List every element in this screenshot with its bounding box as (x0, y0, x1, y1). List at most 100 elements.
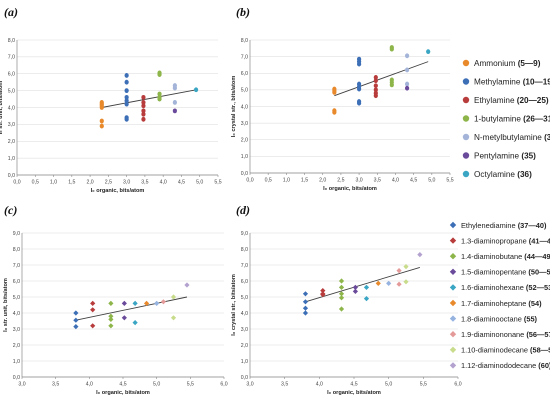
data-point-dad (170, 294, 177, 300)
data-point-meth (356, 61, 362, 67)
x-tick-label: 0,5 (265, 178, 272, 184)
data-point-dab (338, 278, 345, 284)
trendline (75, 296, 188, 321)
x-tick-label: 4,5 (350, 382, 357, 388)
data-point-eth (373, 83, 378, 89)
y-tick-label: 5,0 (13, 295, 20, 301)
legend-label: Methylamine (10—19) (474, 77, 550, 86)
x-tick-label: 5,0 (196, 180, 203, 186)
legend-label: Ethylamine (20—25) (474, 96, 549, 105)
y-tick-label: 1,0 (241, 154, 248, 160)
data-point-ethd (302, 299, 309, 305)
data-point-ethd (302, 305, 309, 311)
data-point-dab (108, 323, 114, 329)
legend-label: Ammonium (5—9) (474, 59, 541, 68)
x-tick-label: 5,5 (446, 178, 453, 184)
data-point-dab (108, 313, 114, 319)
y-tick-label: 7,0 (13, 263, 20, 269)
y-tick-label: 9,0 (241, 231, 248, 237)
y-tick-label: 6,0 (241, 279, 248, 285)
x-tick-label: 6,0 (220, 382, 227, 388)
data-point-eth (141, 111, 146, 117)
data-point-dad (403, 264, 409, 270)
legend-marker (449, 253, 457, 260)
data-point-dadd (184, 282, 190, 288)
data-point-ethd (73, 317, 79, 323)
data-point-ethd (73, 324, 79, 330)
x-tick-label: 2,5 (337, 178, 344, 184)
y-tick-label: 2,0 (241, 343, 248, 349)
chart-panel-d: (d) 0,0 1,0 2,0 3,0 4,0 5,0 6,0 7,0 8,0 9,0 3,0 3,5 4… (231, 203, 462, 396)
x-tick-label: 4,5 (119, 382, 126, 388)
data-point-ethd (302, 310, 309, 316)
data-point-dap (90, 300, 96, 306)
legend-item-dao: 1.8-diaminooctane (55) (449, 314, 538, 323)
data-point-pent (172, 108, 177, 114)
data-point-dah (363, 296, 370, 302)
data-point-eth (141, 108, 146, 114)
y-tick-label: 4,0 (241, 311, 248, 317)
x-axis-label: I₀ organic, bits/atom (96, 390, 150, 396)
data-point-amm (99, 123, 104, 129)
legend-item-oct: Octylamine (36) (462, 170, 532, 179)
y-axis-label: I₀ str. unit, bits/atom (3, 278, 9, 332)
legend-label: 1.9-diaminononane (56—57) (461, 330, 550, 339)
data-point-meth (356, 86, 362, 92)
legend-marker (462, 59, 470, 67)
y-tick-label: 0,0 (8, 173, 15, 179)
y-tick-label: 5,0 (8, 88, 15, 94)
data-point-dab (338, 284, 345, 290)
data-point-ethd (302, 291, 309, 297)
legend-marker (462, 170, 470, 178)
legend-amines: Ammonium (5—9) Methylamine (10—19) Ethylam… (462, 59, 550, 179)
data-point-amm (99, 118, 104, 124)
x-tick-label: 4,5 (178, 180, 185, 186)
y-tick-label: 5,0 (241, 295, 248, 301)
y-tick-label: 6,0 (8, 72, 15, 78)
x-tick-label: 3,5 (374, 178, 381, 184)
legend-item-dad: 1.10-diaminodecane (58—59) (449, 346, 550, 355)
data-point-oct (193, 87, 199, 93)
data-point-dab (108, 316, 114, 322)
y-tick-label: 8,0 (241, 38, 248, 44)
y-tick-label: 7,0 (8, 55, 15, 61)
x-tick-label: 5,5 (420, 382, 427, 388)
data-point-eth (141, 116, 146, 122)
data-point-amm (332, 109, 337, 115)
y-tick-label: 2,0 (8, 139, 15, 145)
x-tick-label: 0,0 (13, 180, 20, 186)
data-point-dap (90, 307, 96, 313)
data-point-dan (396, 268, 402, 274)
x-tick-label: 3,5 (281, 382, 288, 388)
y-tick-label: 9,0 (13, 231, 20, 237)
y-tick-label: 1,0 (13, 359, 20, 365)
y-axis-label: I₀ crystal str., bits/atom (231, 274, 237, 336)
trendline (334, 61, 429, 97)
data-point-dab (338, 306, 345, 312)
x-tick-label: 3,0 (246, 382, 253, 388)
y-tick-label: 0,0 (241, 171, 248, 177)
legend-label: 1.3-diaminopropane (41—43) (461, 236, 550, 245)
data-point-meth (124, 101, 129, 107)
data-point-dah (132, 300, 138, 306)
panel-label: (c) (4, 203, 17, 217)
data-point-nmb (404, 81, 410, 87)
y-tick-label: 0,0 (13, 375, 20, 381)
legend-item-eth: Ethylamine (20—25) (462, 96, 549, 105)
data-point-eth (141, 103, 146, 109)
legend-label: 1.10-diaminodecane (58—59) (461, 346, 550, 355)
data-point-pent (404, 85, 410, 91)
data-point-meth (124, 94, 129, 100)
chart-panel-a: (a) 0,0 1,0 2,0 3,0 4,0 5,0 6,0 7,0 8,0 0,0 0,5 1,0 1… (0, 5, 222, 194)
y-tick-label: 6,0 (241, 71, 248, 77)
y-axis-label: I₀ str. unit, bits/atom (0, 81, 4, 135)
legend-item-dap: 1.3-diaminopropane (41—43) (449, 236, 550, 245)
data-point-meth (124, 79, 129, 85)
y-tick-label: 4,0 (13, 311, 20, 317)
x-tick-label: 2,0 (86, 180, 93, 186)
data-point-eth (373, 78, 378, 84)
data-point-dao (386, 280, 392, 286)
data-point-eth (141, 100, 146, 105)
data-point-meth (124, 116, 129, 122)
legend-item-dahe: 1.7-diaminoheptane (54) (449, 299, 542, 308)
